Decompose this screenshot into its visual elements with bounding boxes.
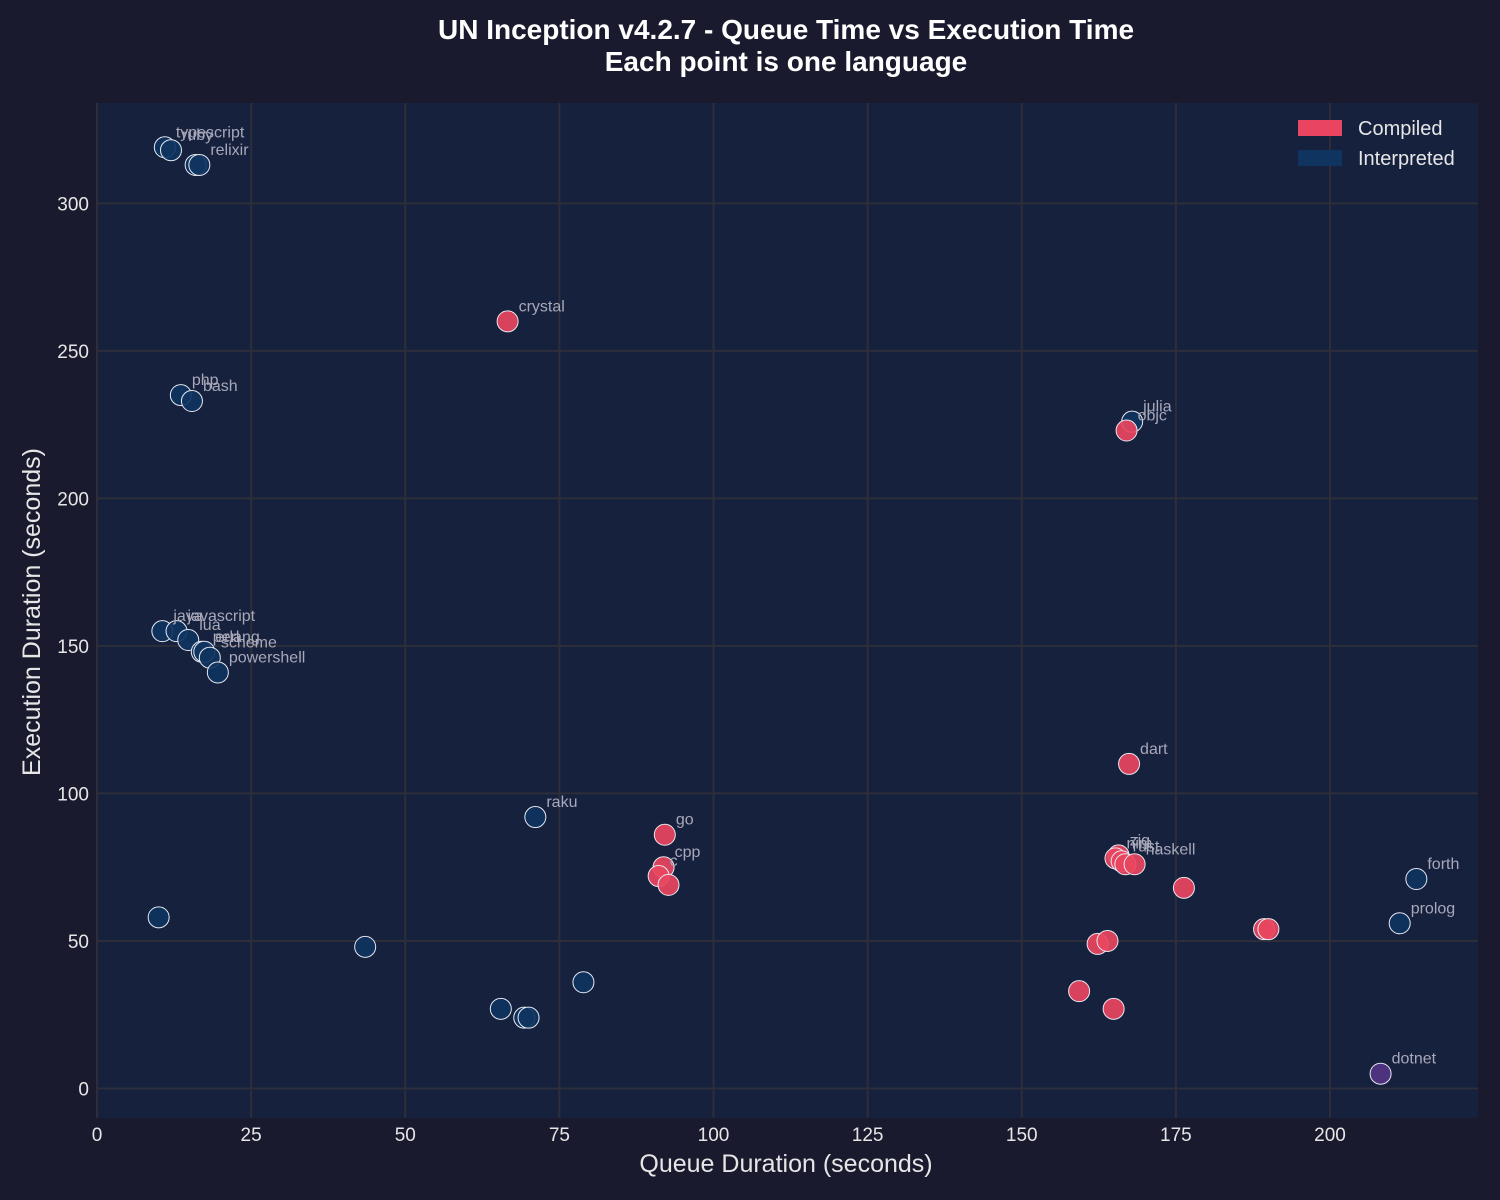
plot-area: [97, 103, 1478, 1118]
legend-label: Compiled: [1358, 118, 1442, 140]
data-point: [489, 997, 512, 1020]
data-point: [188, 153, 211, 176]
y-tick-label: 0: [78, 1079, 89, 1100]
data-point-label: javascript: [187, 608, 256, 625]
data-point-label: ruby: [182, 127, 213, 144]
grid-lines: [96, 103, 1478, 1118]
data-point-label: java: [172, 608, 202, 625]
data-point: [354, 935, 377, 958]
x-tick-label: 175: [1160, 1125, 1192, 1146]
data-point: [206, 661, 229, 684]
data-point: [1123, 853, 1146, 876]
data-point-label: relixir: [210, 142, 249, 159]
data-point-label: dart: [1140, 741, 1168, 758]
legend: Compiled Interpreted: [1298, 118, 1455, 170]
data-point-label: raku: [546, 794, 577, 811]
data-point: [147, 906, 170, 929]
data-point-label: forth: [1427, 856, 1459, 873]
data-point: [1068, 980, 1091, 1003]
data-point: [1388, 912, 1411, 935]
x-tick-label: 0: [92, 1125, 103, 1146]
data-point-label: c: [670, 853, 678, 870]
data-point: [1102, 997, 1125, 1020]
legend-swatch: [1298, 150, 1342, 166]
data-point-label: perl: [213, 629, 240, 646]
data-point: [496, 310, 519, 333]
data-point: [159, 139, 182, 162]
data-point-label: julia: [1142, 399, 1172, 416]
data-point: [180, 390, 203, 413]
x-tick-label: 200: [1314, 1125, 1346, 1146]
x-tick-label: 75: [549, 1125, 570, 1146]
data-point: [1115, 419, 1138, 442]
data-point: [572, 971, 595, 994]
data-point-label: crystal: [519, 298, 565, 315]
data-point-label: nim: [1126, 835, 1152, 852]
data-point-label: dotnet: [1392, 1051, 1437, 1068]
y-tick-label: 300: [57, 194, 89, 215]
data-point-label: rust: [1133, 838, 1160, 855]
y-tick-label: 150: [57, 637, 89, 658]
x-tick-label: 50: [395, 1125, 416, 1146]
chart-title: UN Inception v4.2.7 - Queue Time vs Exec…: [438, 14, 1134, 45]
x-tick-label: 25: [241, 1125, 262, 1146]
data-point-label: cpp: [675, 844, 701, 861]
x-tick-label: 150: [1006, 1125, 1038, 1146]
chart-subtitle: Each point is one language: [605, 46, 968, 77]
data-point: [517, 1006, 540, 1029]
data-point: [1405, 868, 1428, 891]
y-tick-label: 50: [68, 932, 89, 953]
data-point: [1096, 929, 1119, 952]
data-point-label: lua: [199, 617, 220, 634]
x-tick-label: 100: [698, 1125, 730, 1146]
data-point-label: php: [192, 372, 219, 389]
data-point: [1118, 752, 1141, 775]
data-point-label: prolog: [1411, 900, 1455, 917]
legend-label: Interpreted: [1358, 148, 1455, 170]
y-axis-label: Execution Duration (seconds): [18, 448, 46, 776]
y-tick-label: 100: [57, 784, 89, 805]
y-tick-label: 250: [57, 342, 89, 363]
data-point-label: erlang: [215, 629, 259, 646]
y-tick-label: 200: [57, 489, 89, 510]
data-point-label: zig: [1130, 832, 1150, 849]
data-point: [653, 823, 676, 846]
data-point-label: bash: [203, 378, 238, 395]
axis-ticks: 0 25 50 75 100 125 150 175 200 0 50 100 150 200 250 300: [57, 194, 1346, 1146]
data-point-label: powershell: [229, 649, 305, 666]
x-tick-label: 125: [852, 1125, 884, 1146]
data-point-label: typescript: [176, 124, 245, 141]
data-point: [1369, 1062, 1392, 1085]
data-point: [1172, 876, 1195, 899]
data-points: [147, 136, 1428, 1085]
x-axis-label: Queue Duration (seconds): [639, 1150, 932, 1178]
data-point: [524, 806, 547, 829]
data-point-label: go: [676, 812, 694, 829]
legend-swatch: [1298, 120, 1342, 136]
data-point-label: scheme: [221, 635, 277, 652]
data-point-label: haskell: [1146, 841, 1196, 858]
data-point: [657, 873, 680, 896]
data-point: [1257, 918, 1280, 941]
data-point-label: objc: [1138, 408, 1167, 425]
